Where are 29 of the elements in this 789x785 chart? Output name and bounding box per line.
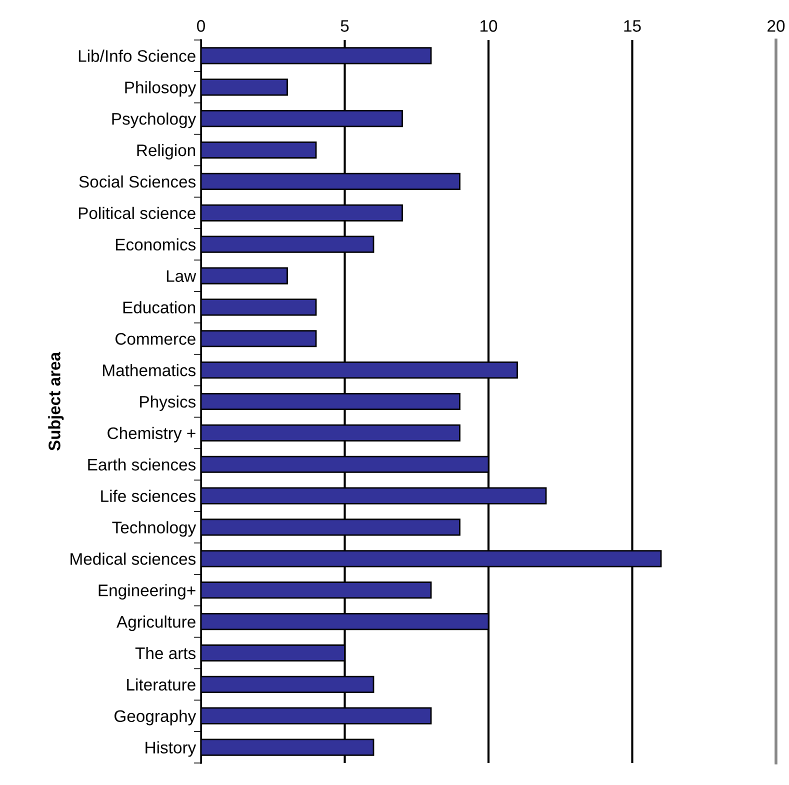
y-tick-label: Law	[166, 270, 196, 282]
y-tick-label: Earth sciences	[88, 458, 196, 471]
y-tick-label: Religion	[137, 144, 196, 160]
y-tick-label: Chemistry +	[108, 426, 196, 442]
y-tick-label: Literature	[127, 678, 196, 691]
y-tick-label: Lib/Info Science	[78, 50, 196, 62]
y-tick-label: Commerce	[115, 333, 196, 345]
y-tick-label: Life sciences	[101, 490, 196, 502]
y-tick-label: Education	[123, 301, 196, 314]
y-tick-label: Mathematics	[103, 364, 196, 376]
x-tick-label: 10	[480, 20, 498, 32]
y-tick-label: Technology	[112, 521, 196, 537]
y-tick-label: History	[146, 741, 196, 757]
y-tick-label: Geography	[114, 710, 196, 726]
y-tick-label: Psychology	[112, 112, 196, 128]
y-tick-label: Social Sciences	[79, 175, 196, 188]
y-tick-label: Physics	[140, 395, 196, 411]
y-tick-label: Political science	[78, 206, 196, 220]
x-tick-label: 0	[197, 20, 205, 32]
x-tick-label: 20	[768, 20, 785, 32]
y-axis-title: Subject area	[48, 352, 64, 451]
y-tick-label: The arts	[135, 646, 196, 660]
y-tick-label: Philosopy	[125, 81, 196, 97]
x-tick-label: 15	[624, 20, 641, 32]
y-tick-label: Economics	[116, 238, 196, 251]
y-tick-label: Medical sciences	[70, 552, 196, 565]
y-tick-label: Agriculture	[116, 616, 196, 632]
x-tick-label: 5	[340, 20, 349, 32]
y-tick-label: Engineering+	[98, 584, 196, 600]
